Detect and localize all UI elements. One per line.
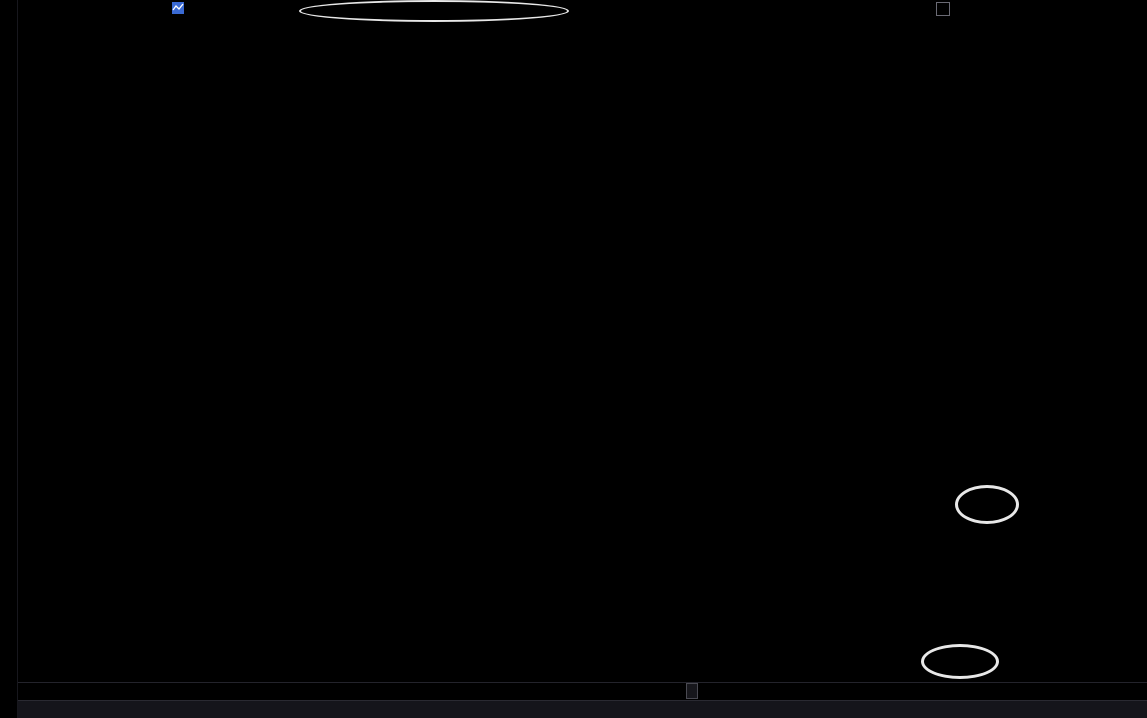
left-sidebar — [0, 0, 18, 718]
time-axis — [18, 682, 1147, 700]
bottom-toolbar — [18, 700, 1147, 718]
boll-chart-icon — [172, 2, 184, 17]
chart-canvas[interactable] — [0, 0, 1147, 700]
theme-dropdown-button[interactable] — [936, 2, 950, 16]
crosshair-date-tooltip — [686, 683, 698, 699]
